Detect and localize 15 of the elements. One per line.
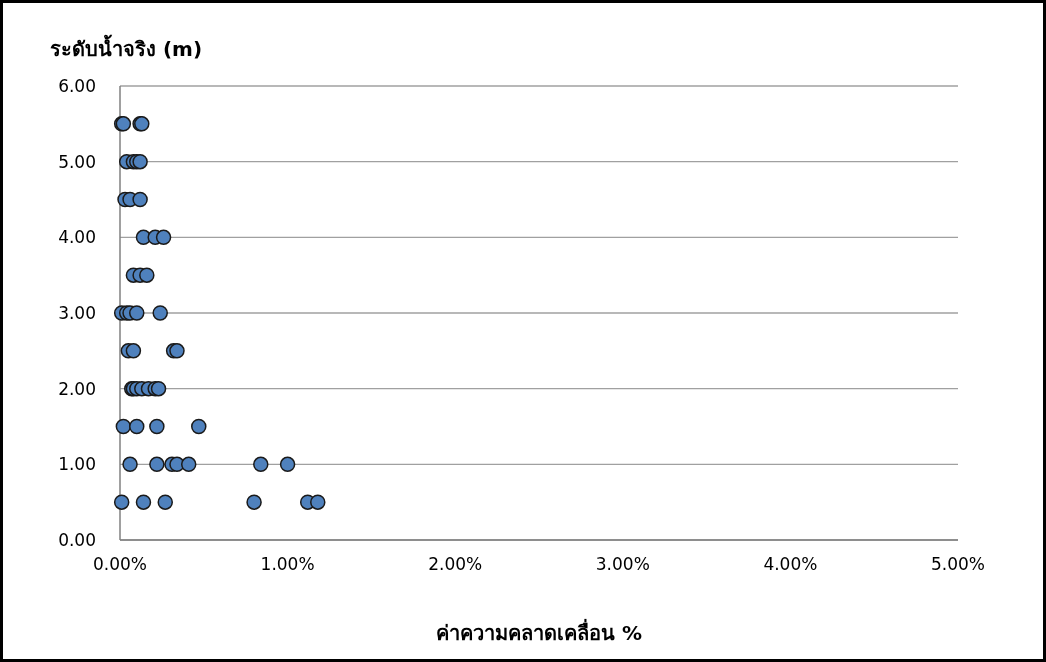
y-tick-label: 2.00 — [58, 378, 96, 399]
x-tick-label: 2.00% — [428, 554, 483, 574]
y-axis-title: ระดับน้ำจริง (m) — [50, 34, 203, 61]
x-tick-label: 3.00% — [595, 554, 650, 574]
y-tick-label: 0.00 — [58, 530, 96, 550]
x-tick-label: 1.00% — [260, 554, 315, 574]
x-tick-label: 4.00% — [763, 554, 818, 574]
x-axis-title: ค่าความคลาดเคลื่อน % — [435, 618, 643, 645]
y-tick-label: 5.00 — [58, 151, 96, 172]
y-tick-label: 4.00 — [58, 227, 96, 248]
y-tick-label: 3.00 — [58, 303, 96, 323]
x-tick-label: 5.00% — [930, 554, 986, 574]
y-tick-label: 1.00 — [58, 454, 96, 475]
x-tick-label: 0.00% — [92, 554, 148, 574]
y-tick-label: 6.00 — [58, 76, 96, 96]
